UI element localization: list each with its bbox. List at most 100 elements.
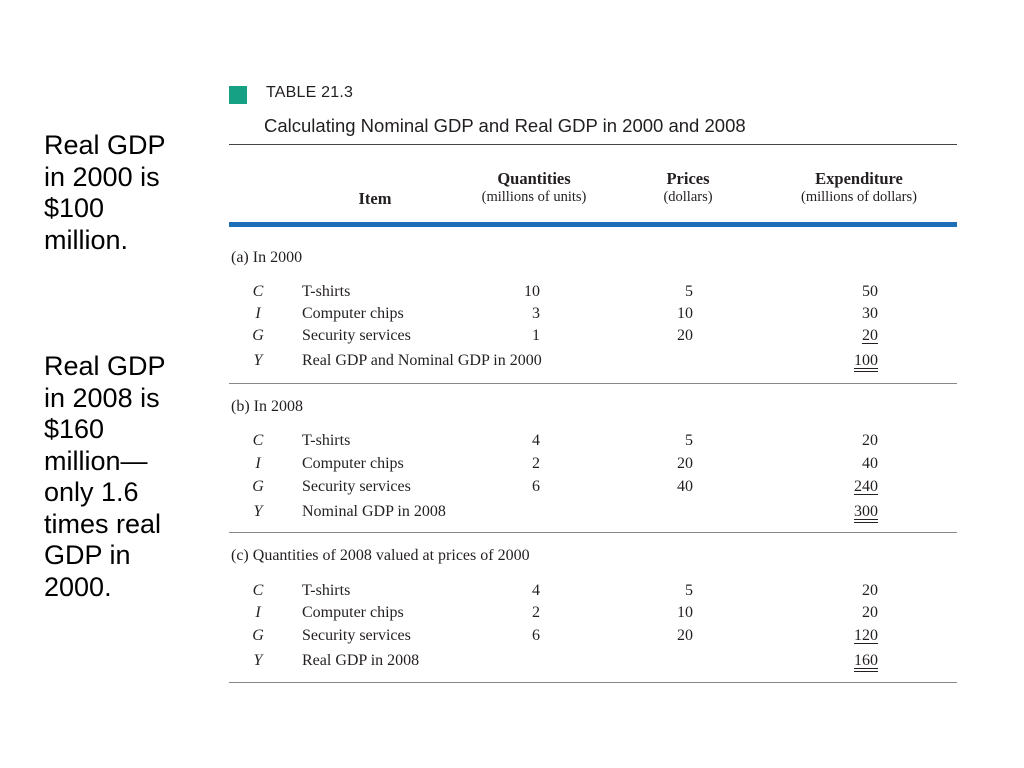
table-row: G Security services 6 20 120 (229, 627, 957, 649)
row-expenditure: 120 (854, 627, 878, 644)
row-quantity: 4 (532, 432, 540, 449)
row-symbol: G (252, 627, 264, 644)
row-quantity: 2 (532, 604, 540, 621)
column-header-quantities: Quantities (millions of units) (458, 169, 610, 207)
side-note-line: in 2000 is (44, 161, 160, 192)
column-header-prices-unit: (dollars) (663, 189, 713, 205)
section-divider (229, 532, 957, 533)
table-total-row: Y Nominal GDP in 2008 300 (229, 503, 957, 525)
table-row: G Security services 6 40 240 (229, 478, 957, 500)
column-header-expenditure-title: Expenditure (815, 169, 903, 188)
row-item: T-shirts (302, 283, 351, 300)
row-symbol: G (252, 327, 264, 344)
column-header-quantities-title: Quantities (497, 169, 571, 188)
side-note-line: Real GDP (44, 351, 166, 381)
row-expenditure: 20 (862, 582, 878, 599)
table-label: TABLE 21.3 (266, 84, 354, 101)
column-header-expenditure-unit: (millions of dollars) (801, 189, 917, 205)
row-symbol: I (255, 305, 261, 322)
row-price: 10 (677, 305, 693, 322)
row-symbol: C (252, 283, 264, 300)
row-quantity: 10 (524, 283, 540, 300)
side-note-line: million— (44, 445, 148, 476)
table-top-rule (229, 144, 957, 145)
row-quantity: 2 (532, 455, 540, 472)
row-item: Real GDP in 2008 (302, 652, 420, 669)
row-expenditure-total: 160 (854, 652, 878, 669)
table-title: Calculating Nominal GDP and Real GDP in … (264, 115, 746, 136)
section-divider (229, 383, 957, 384)
side-note-line: times real (44, 508, 162, 539)
section-title: (a) In 2000 (231, 249, 303, 266)
row-symbol: G (252, 478, 264, 495)
row-item: Nominal GDP in 2008 (302, 503, 446, 520)
row-price: 5 (685, 582, 693, 599)
header-blue-rule (229, 222, 957, 227)
table-row: G Security services 1 20 20 (229, 327, 957, 349)
row-quantity: 6 (532, 627, 540, 644)
table-total-row: Y Real GDP in 2008 160 (229, 652, 957, 674)
table-row: I Computer chips 2 20 40 (229, 455, 957, 477)
side-note-line: million. (44, 224, 129, 255)
row-price: 5 (685, 432, 693, 449)
table-row: I Computer chips 2 10 20 (229, 604, 957, 626)
row-expenditure: 20 (862, 604, 878, 621)
row-symbol: C (252, 432, 264, 449)
table-row: C T-shirts 4 5 20 (229, 432, 957, 454)
row-expenditure-total: 300 (854, 503, 878, 520)
row-expenditure: 40 (862, 455, 878, 472)
row-expenditure: 20 (862, 327, 878, 344)
side-note-line: GDP in (44, 540, 131, 570)
row-symbol: Y (253, 503, 263, 520)
row-quantity: 1 (532, 327, 540, 344)
row-symbol: Y (253, 352, 263, 369)
column-header-item: Item (358, 189, 392, 208)
column-header-quantities-unit: (millions of units) (481, 189, 587, 205)
row-quantity: 3 (532, 305, 540, 322)
side-note-line: only 1.6 (44, 477, 139, 507)
row-expenditure: 30 (862, 305, 878, 322)
section-title: (b) In 2008 (231, 398, 303, 415)
column-header-expenditure: Expenditure (millions of dollars) (778, 169, 940, 207)
row-expenditure: 20 (862, 432, 878, 449)
side-note-line: in 2008 is (44, 382, 160, 413)
table-marker-square (229, 86, 247, 104)
row-price: 40 (677, 478, 693, 495)
side-note-2000: Real GDP in 2000 is $100 million. (44, 130, 166, 256)
row-item: Computer chips (302, 604, 404, 621)
side-note-line: $160 (44, 414, 105, 444)
row-price: 5 (685, 283, 693, 300)
row-expenditure-total: 100 (854, 352, 878, 369)
row-price: 10 (677, 604, 693, 621)
side-note-line: Real GDP (44, 130, 166, 160)
row-quantity: 4 (532, 582, 540, 599)
row-item: Security services (302, 627, 411, 644)
row-item: Real GDP and Nominal GDP in 2000 (302, 352, 542, 369)
row-item: T-shirts (302, 432, 351, 449)
row-item: Security services (302, 327, 411, 344)
side-note-line: $100 (44, 193, 105, 223)
row-expenditure: 50 (862, 283, 878, 300)
row-item: Computer chips (302, 305, 404, 322)
side-note-2008: Real GDP in 2008 is $160 million— only 1… (44, 351, 166, 603)
row-price: 20 (677, 327, 693, 344)
row-symbol: C (252, 582, 264, 599)
row-item: Computer chips (302, 455, 404, 472)
row-quantity: 6 (532, 478, 540, 495)
row-price: 20 (677, 627, 693, 644)
row-symbol: I (255, 604, 261, 621)
table-bottom-rule (229, 682, 957, 683)
table-row: I Computer chips 3 10 30 (229, 305, 957, 327)
column-header-prices: Prices (dollars) (640, 169, 736, 207)
row-symbol: Y (253, 652, 263, 669)
row-symbol: I (255, 455, 261, 472)
table-row: C T-shirts 10 5 50 (229, 283, 957, 305)
side-note-line: 2000. (44, 571, 112, 602)
section-title: (c) Quantities of 2008 valued at prices … (231, 547, 530, 564)
table-row: C T-shirts 4 5 20 (229, 582, 957, 604)
table-total-row: Y Real GDP and Nominal GDP in 2000 100 (229, 352, 957, 374)
column-header-prices-title: Prices (666, 169, 710, 188)
row-item: T-shirts (302, 582, 351, 599)
row-item: Security services (302, 478, 411, 495)
row-price: 20 (677, 455, 693, 472)
